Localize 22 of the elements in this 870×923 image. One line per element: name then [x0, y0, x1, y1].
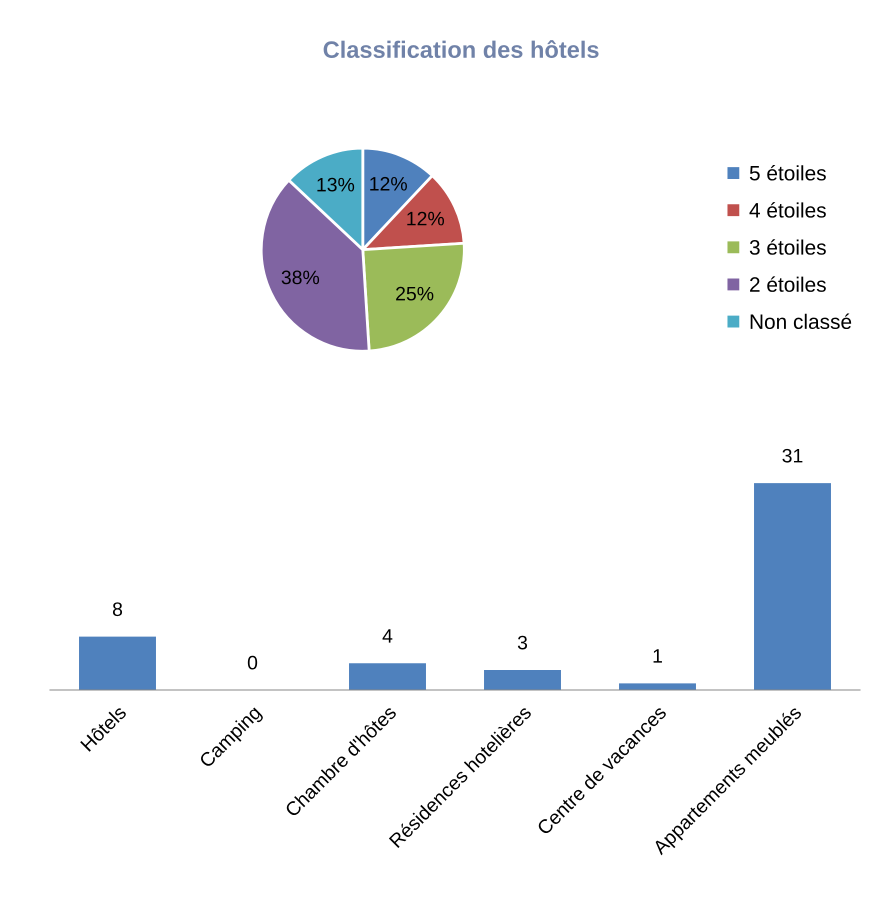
data-label: 4 — [382, 629, 392, 643]
data-label: 13% — [317, 178, 354, 192]
data-label: 8 — [112, 602, 122, 616]
data-label: 38% — [282, 270, 320, 284]
bar — [349, 663, 426, 690]
data-label: 25% — [396, 286, 434, 301]
legend-label: Non classé — [750, 314, 852, 330]
bar — [79, 636, 156, 690]
bar — [619, 683, 696, 690]
bar — [754, 483, 831, 690]
legend-label: 4 étoiles — [749, 202, 826, 218]
data-label: 0 — [248, 656, 258, 670]
data-label: 12% — [407, 212, 444, 226]
legend-label: 2 étoiles — [750, 276, 826, 292]
chart-title: Classification des hôtels — [324, 40, 599, 58]
legend-label: 3 étoiles — [750, 239, 826, 255]
legend-label: 5 étoiles — [750, 165, 826, 181]
data-label: 3 — [518, 636, 528, 650]
data-label: 12% — [370, 176, 407, 191]
data-label: 31 — [782, 448, 802, 463]
data-label: 1 — [654, 649, 662, 663]
bar — [484, 670, 561, 690]
